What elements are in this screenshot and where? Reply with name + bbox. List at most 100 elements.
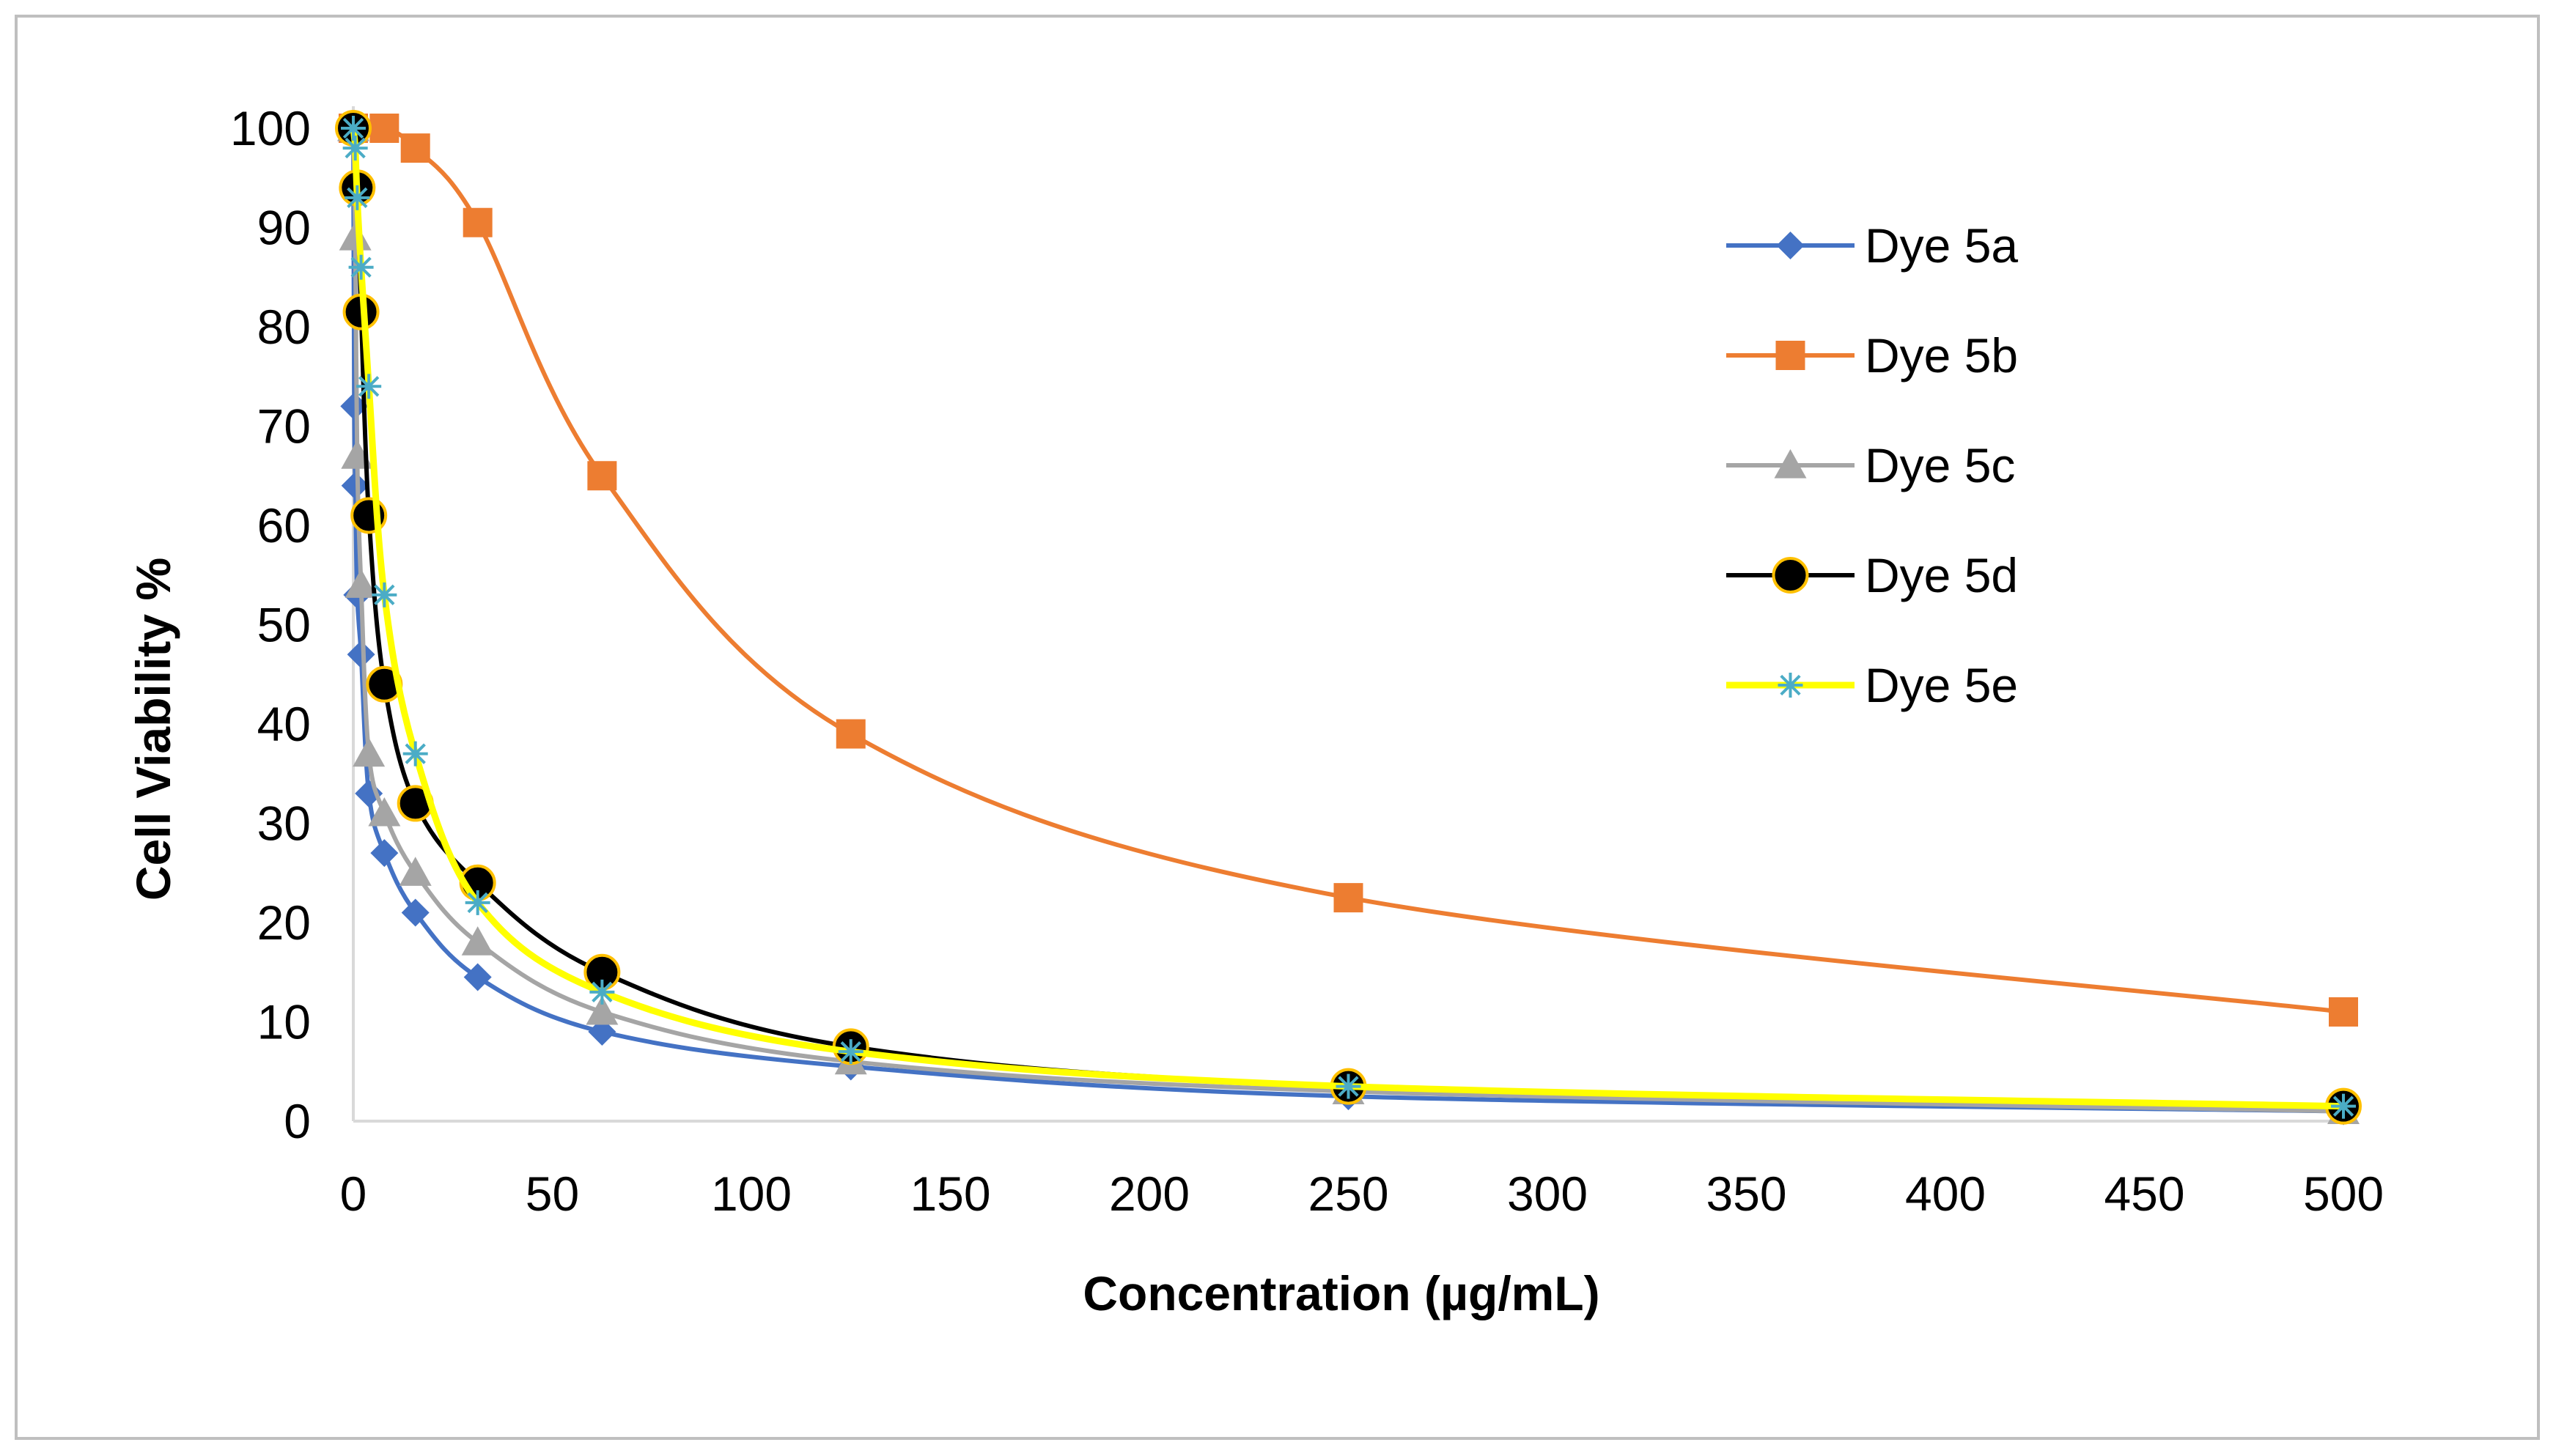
marker-stroke: [1338, 1076, 1359, 1097]
x-axis-title: Concentration (µg/mL): [1083, 1266, 1599, 1320]
data-point-dye-5e: [402, 741, 428, 766]
legend-label: Dye 5a: [1865, 218, 2018, 273]
data-point-dye-5e: [1336, 1073, 1361, 1099]
marker-stroke: [347, 187, 368, 209]
legend-label: Dye 5e: [1865, 658, 2018, 712]
marker-stroke: [374, 584, 395, 606]
data-point-dye-5e: [348, 254, 374, 280]
data-point-dye-5e: [341, 116, 366, 141]
series-dye-5c: [337, 112, 2360, 1125]
x-tick-label: 250: [1308, 1167, 1388, 1221]
data-point-dye-5a: [463, 963, 492, 991]
x-tick-label: 300: [1507, 1167, 1588, 1221]
data-point-dye-5c: [399, 857, 432, 886]
data-point-dye-5c: [461, 926, 494, 956]
marker-stroke: [345, 137, 366, 159]
legend-label: Dye 5c: [1865, 438, 2015, 492]
data-point-dye-5b: [400, 133, 430, 163]
series-line-dye-5c: [351, 126, 2346, 1114]
marker-stroke: [405, 743, 426, 764]
y-tick-label: 90: [257, 201, 311, 255]
data-point-dye-5e: [342, 136, 368, 161]
data-point-dye-5b: [1333, 883, 1363, 913]
data-point-dye-5b: [463, 207, 493, 237]
data-point-dye-5b: [2329, 997, 2358, 1027]
y-tick-label: 70: [257, 399, 311, 454]
x-tick-label: 200: [1109, 1167, 1190, 1221]
legend-marker: [1778, 673, 1803, 698]
marker-stroke: [342, 117, 364, 139]
legend-item-dye-5a: Dye 5a: [1726, 218, 2018, 273]
x-tick-label: 500: [2303, 1167, 2384, 1221]
legend-item-dye-5c: Dye 5c: [1726, 438, 2015, 492]
data-point-dye-5e: [589, 979, 615, 1005]
chart-frame: [15, 15, 2540, 1440]
data-point-dye-5a: [341, 471, 369, 500]
series-line-dye-5b: [351, 126, 2346, 1014]
y-tick-label: 10: [257, 995, 311, 1049]
series-dye-5d: [335, 110, 2362, 1125]
x-tick-label: 50: [526, 1167, 579, 1221]
marker-stroke: [1780, 674, 1801, 696]
legend-marker: [1774, 449, 1807, 478]
y-tick-label: 80: [257, 300, 311, 354]
legend-item-dye-5b: Dye 5b: [1726, 328, 2018, 383]
data-point-dye-5a: [340, 392, 369, 421]
x-tick-label: 450: [2104, 1167, 2184, 1221]
series-dye-5e: [341, 116, 2356, 1119]
marker-stroke: [467, 892, 488, 914]
y-tick-label: 100: [230, 101, 311, 155]
y-tick-label: 30: [257, 797, 311, 851]
data-point-dye-5e: [372, 582, 397, 607]
legend-item-dye-5e: Dye 5e: [1726, 658, 2018, 712]
y-tick-label: 60: [257, 498, 311, 553]
marker-stroke: [2332, 1095, 2354, 1117]
series-layer: [335, 110, 2362, 1126]
legend-label: Dye 5d: [1865, 548, 2018, 602]
legend-marker: [1775, 341, 1805, 370]
legend-marker: [1776, 232, 1805, 259]
marker-stroke: [350, 256, 372, 278]
series-line-dye-5e: [350, 125, 2347, 1110]
marker-stroke: [592, 981, 613, 1003]
x-tick-label: 400: [1905, 1167, 1986, 1221]
series-dye-5a: [339, 114, 2357, 1126]
data-point-dye-5e: [356, 374, 382, 399]
y-tick-label: 20: [257, 895, 311, 950]
data-point-dye-5c: [345, 569, 377, 598]
data-point-dye-5c: [353, 737, 386, 767]
data-point-dye-5c: [368, 797, 401, 827]
data-point-dye-5b: [587, 461, 617, 491]
data-point-dye-5e: [838, 1039, 863, 1065]
data-point-dye-5a: [370, 839, 399, 868]
series-line-dye-5a: [351, 126, 2346, 1114]
marker-stroke: [358, 376, 380, 397]
data-point-dye-5c: [339, 221, 372, 251]
marker-stroke: [840, 1041, 861, 1063]
data-point-dye-5e: [465, 890, 490, 915]
data-point-dye-5c: [586, 995, 619, 1025]
x-tick-label: 100: [711, 1167, 792, 1221]
data-point-dye-5b: [369, 114, 399, 143]
axes: 0 10 20 30 40 50 60 70 80 90 100 0 50 100 150 200 250 300…: [230, 101, 2384, 1221]
x-tick-label: 350: [1706, 1167, 1786, 1221]
legend-marker: [1772, 557, 1809, 594]
y-tick-label: 0: [284, 1094, 311, 1148]
data-point-dye-5e: [345, 185, 370, 210]
series-dye-5b: [339, 114, 2358, 1027]
data-point-dye-5e: [2331, 1093, 2356, 1119]
y-tick-label: 50: [257, 598, 311, 652]
data-point-dye-5a: [347, 640, 375, 669]
data-point-dye-5a: [401, 898, 430, 927]
data-point-dye-5c: [341, 440, 374, 469]
y-axis-title: Cell Viability %: [126, 558, 180, 901]
legend-label: Dye 5b: [1865, 328, 2018, 383]
x-tick-label: 0: [340, 1167, 367, 1221]
data-point-dye-5b: [836, 719, 866, 749]
legend: Dye 5a Dye 5b Dye 5c Dye 5d Dye 5e: [1726, 218, 2018, 712]
series-line-dye-5d: [351, 126, 2346, 1109]
legend-item-dye-5d: Dye 5d: [1726, 548, 2018, 602]
y-tick-label: 40: [257, 697, 311, 751]
x-tick-label: 150: [910, 1167, 990, 1221]
